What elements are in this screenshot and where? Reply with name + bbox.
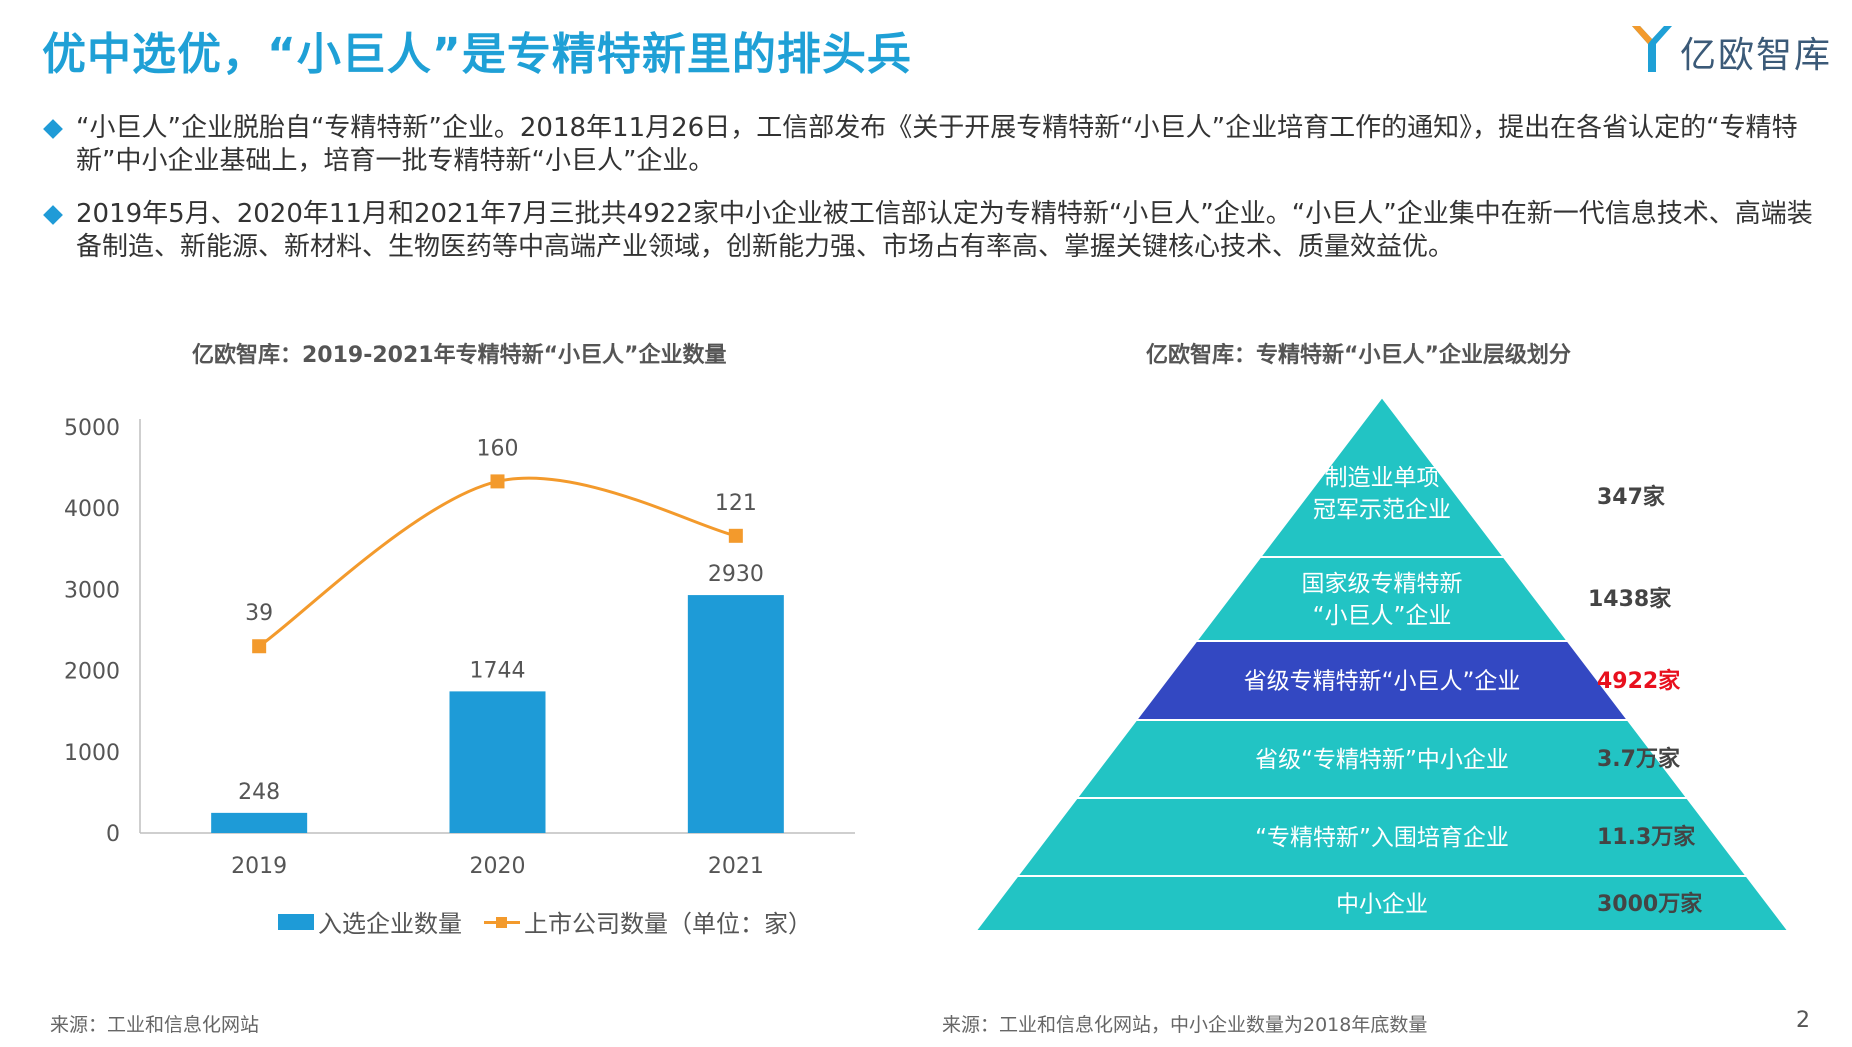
y-tick-label: 3000 (64, 578, 120, 603)
legend-line-swatch (484, 914, 520, 930)
pyramid-level-label: 国家级专精特新 (1302, 571, 1463, 597)
pyramid-level-label: “小巨人”企业 (1313, 603, 1452, 629)
logo-text: 亿欧智库 (1680, 35, 1833, 76)
y-tick-label: 5000 (64, 416, 120, 441)
page-title: 优中选优，“小巨人”是专精特新里的排头兵 (42, 29, 912, 80)
pyramid-level-value: 3.7万家 (1597, 747, 1680, 772)
pyramid-level-value: 3000万家 (1597, 891, 1703, 917)
pyramid-level-label: 省级“专精特新”中小企业 (1255, 747, 1509, 773)
bullet-item: “小巨人”企业脱胎自“专精特新”企业。2018年11月26日，工信部发布《关于开… (40, 112, 1820, 178)
pyramid-level-6 (973, 875, 1791, 932)
chart-legend: 入选企业数量 上市公司数量（单位：家） (278, 904, 834, 939)
diamond-bullet-icon (43, 119, 63, 139)
page-number: 2 (1796, 1008, 1810, 1033)
source-right: 来源：工业和信息化网站，中小企业数量为2018年底数量 (942, 1014, 1428, 1036)
line-series-path (258, 476, 737, 648)
bar-2019 (211, 812, 308, 833)
brand-logo: 亿欧智库 (1628, 16, 1838, 76)
pyramid-level-value: 11.3万家 (1597, 825, 1696, 850)
bar-chart-title: 亿欧智库：2019-2021年专精特新“小巨人”企业数量 (192, 343, 727, 368)
legend-line-label: 上市公司数量（单位：家） (524, 910, 812, 938)
legend-bar-swatch (278, 913, 314, 930)
line-data-label: 160 (477, 436, 519, 461)
bar-data-label: 1744 (470, 658, 526, 683)
diamond-bullet-icon (43, 205, 63, 225)
pyramid-level-value: 347家 (1597, 485, 1665, 510)
bullet-text: “小巨人”企业脱胎自“专精特新”企业。2018年11月26日，工信部发布《关于开… (76, 113, 1798, 176)
source-left: 来源：工业和信息化网站 (50, 1014, 260, 1036)
bar-2021 (687, 595, 784, 833)
x-tick-label: 2021 (708, 854, 764, 875)
pyramid-level-label: 中小企业 (1336, 892, 1428, 918)
line-point-2020 (490, 474, 505, 489)
pyramid-chart-title: 亿欧智库：专精特新“小巨人”企业层级划分 (1146, 343, 1571, 368)
x-tick-label: 2019 (231, 854, 287, 875)
bullet-item: 2019年5月、2020年11月和2021年7月三批共4922家中小企业被工信部… (40, 198, 1820, 264)
logo-mark-icon (1632, 26, 1672, 72)
x-tick-label: 2020 (470, 854, 526, 875)
legend-item-bar: 入选企业数量 (278, 904, 462, 939)
line-data-label: 39 (245, 601, 273, 626)
line-data-label: 121 (715, 491, 757, 516)
y-tick-label: 0 (106, 822, 120, 847)
line-point-2019 (252, 639, 267, 654)
bar-data-label: 2930 (708, 562, 764, 587)
legend-item-line: 上市公司数量（单位：家） (484, 904, 812, 939)
y-tick-label: 2000 (64, 660, 120, 685)
bullet-list: “小巨人”企业脱胎自“专精特新”企业。2018年11月26日，工信部发布《关于开… (40, 112, 1820, 284)
legend-bar-label: 入选企业数量 (318, 910, 462, 938)
bar-line-chart: 0 1000 2000 3000 4000 5000 248 2019 1744 2020 2930… (64, 416, 855, 875)
pyramid-level-value: 1438家 (1588, 587, 1672, 612)
pyramid-level-label: 制造业单项 (1325, 465, 1440, 491)
line-point-2021 (728, 528, 743, 543)
y-tick-label: 1000 (64, 741, 120, 766)
pyramid-level-label: “专精特新”入围培育企业 (1255, 825, 1509, 851)
y-tick-label: 4000 (64, 497, 120, 522)
pyramid-level-label: 冠军示范企业 (1313, 497, 1451, 523)
bar-data-label: 248 (238, 780, 280, 805)
pyramid-level-label: 省级专精特新“小巨人”企业 (1244, 669, 1521, 695)
bar-2020 (449, 691, 546, 833)
bullet-text: 2019年5月、2020年11月和2021年7月三批共4922家中小企业被工信部… (76, 199, 1813, 262)
pyramid-level-value: 4922家 (1597, 668, 1681, 694)
